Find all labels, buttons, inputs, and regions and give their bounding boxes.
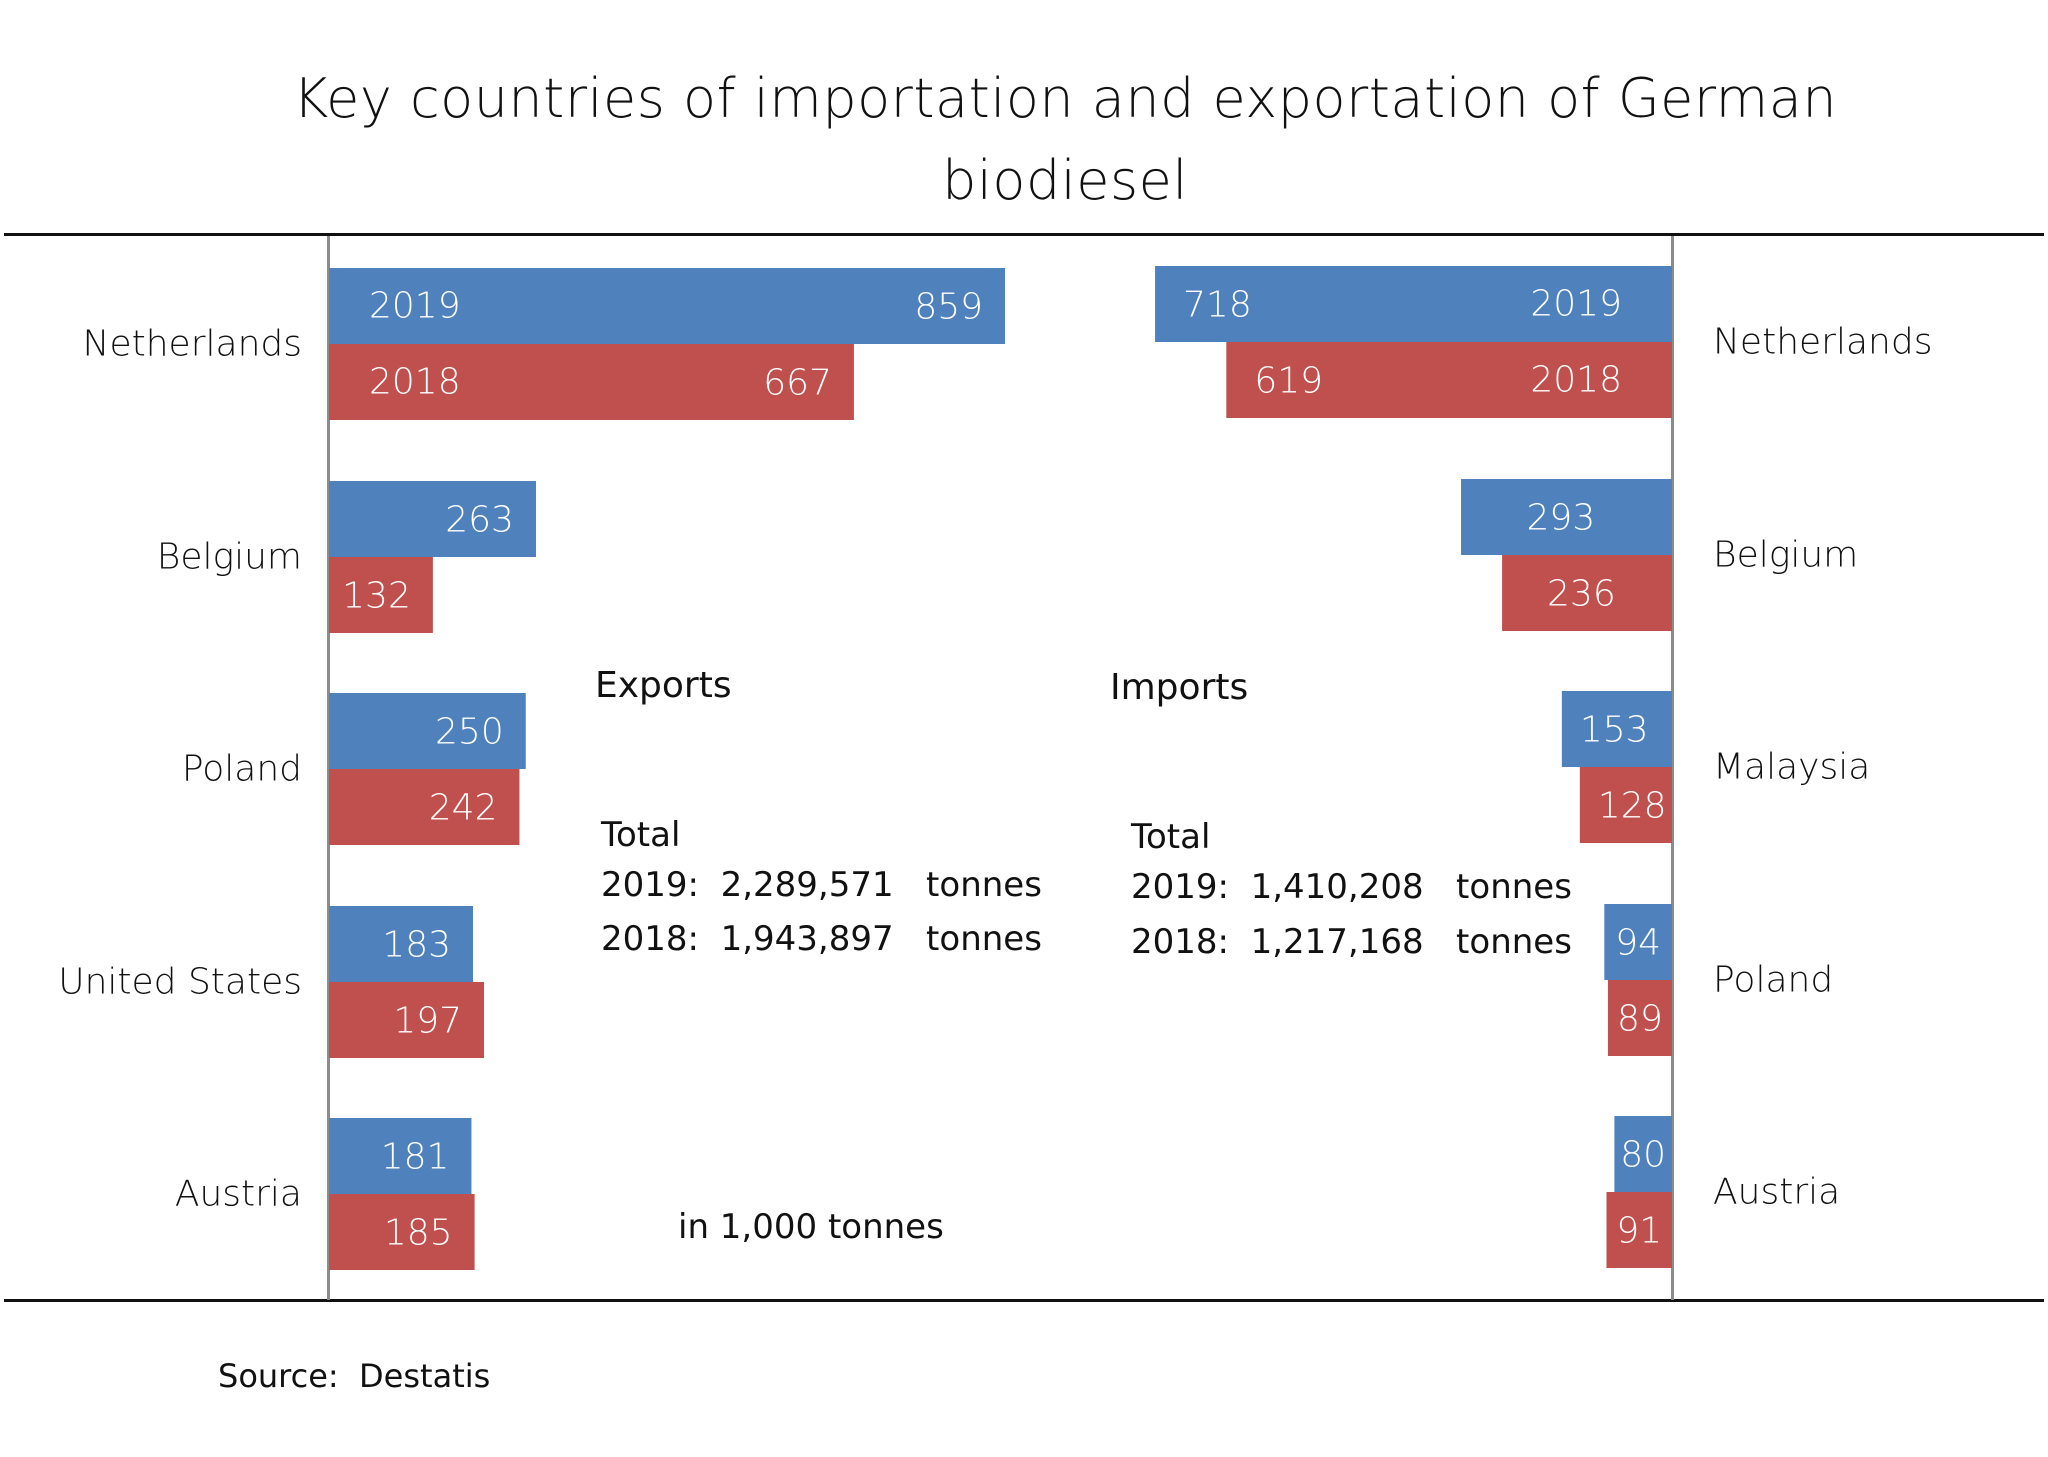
exports-total-2019: 2019: 2,289,571 tonnes xyxy=(601,865,1042,905)
imports-value-label-2019: 293 xyxy=(1527,498,1596,539)
imports-total-heading: Total xyxy=(1131,817,1211,857)
imports-value-label-2018: 91 xyxy=(1616,1211,1662,1252)
exports-value-label-2019: 181 xyxy=(381,1137,450,1178)
source-note: Source: Destatis xyxy=(218,1357,491,1395)
imports-year-label-2019: 2019 xyxy=(1530,284,1622,325)
exports-category-label: Austria xyxy=(175,1174,302,1215)
exports-total-heading: Total xyxy=(601,815,681,855)
imports-category-label: Netherlands xyxy=(1713,322,1932,363)
imports-category-label: Belgium xyxy=(1713,535,1858,576)
exports-bar-2018 xyxy=(329,1194,475,1270)
imports-bar-2018 xyxy=(1502,555,1672,631)
chart-title-line-1: Key countries of importation and exporta… xyxy=(292,67,1838,130)
imports-category-label: Poland xyxy=(1713,960,1833,1001)
exports-value-label-2019: 183 xyxy=(382,925,451,966)
exports-category-label: Poland xyxy=(182,749,302,790)
exports-bar-2018 xyxy=(329,769,520,845)
imports-value-label-2019: 153 xyxy=(1580,710,1649,751)
exports-value-label-2018: 132 xyxy=(342,576,411,617)
imports-label: Imports xyxy=(1110,667,1249,708)
exports-bar-2019 xyxy=(329,1118,472,1194)
exports-value-label-2018: 197 xyxy=(393,1001,462,1042)
imports-value-label-2018: 619 xyxy=(1254,361,1323,402)
exports-bar-2018 xyxy=(329,557,433,633)
exports-year-label-2018: 2018 xyxy=(369,362,461,403)
imports-value-label-2018: 128 xyxy=(1598,786,1667,827)
imports-bar-2019 xyxy=(1614,1116,1672,1192)
bottom-rule xyxy=(4,1299,2044,1302)
imports-bar-2018 xyxy=(1579,767,1672,843)
exports-value-label-2018: 242 xyxy=(429,788,498,829)
exports-bar-2019 xyxy=(329,268,1006,344)
exports-value-label-2018: 185 xyxy=(384,1213,453,1254)
imports-value-label-2018: 236 xyxy=(1547,574,1616,615)
imports-bar-2019 xyxy=(1561,691,1672,767)
imports-year-label-2018: 2018 xyxy=(1530,360,1622,401)
exports-bar-2018 xyxy=(329,982,485,1058)
imports-bar-2019 xyxy=(1461,479,1672,555)
unit-note: in 1,000 tonnes xyxy=(678,1207,944,1247)
imports-total-2018: 2018: 1,217,168 tonnes xyxy=(1131,922,1572,962)
exports-label: Exports xyxy=(595,665,732,706)
exports-bar-2019 xyxy=(329,906,474,982)
exports-total-2018: 2018: 1,943,897 tonnes xyxy=(601,919,1042,959)
imports-bar-2018 xyxy=(1607,980,1672,1056)
imports-total-2019: 2019: 1,410,208 tonnes xyxy=(1131,867,1572,907)
imports-value-label-2019: 80 xyxy=(1620,1135,1666,1176)
imports-axis xyxy=(1671,236,1674,1300)
exports-category-label: United States xyxy=(58,962,302,1003)
imports-value-label-2019: 94 xyxy=(1615,923,1661,964)
exports-value-label-2018: 667 xyxy=(763,363,832,404)
exports-bar-2019 xyxy=(329,693,526,769)
exports-value-label-2019: 859 xyxy=(914,287,983,328)
exports-value-label-2019: 250 xyxy=(435,712,504,753)
imports-value-label-2018: 89 xyxy=(1617,999,1663,1040)
top-rule xyxy=(4,233,2044,236)
exports-value-label-2019: 263 xyxy=(445,500,514,541)
exports-bar-2019 xyxy=(329,481,536,557)
exports-year-label-2019: 2019 xyxy=(369,286,461,327)
imports-value-label-2019: 718 xyxy=(1183,285,1252,326)
imports-bar-2019 xyxy=(1155,266,1672,342)
exports-bar-2018 xyxy=(329,344,854,420)
exports-category-label: Netherlands xyxy=(83,324,302,365)
exports-category-label: Belgium xyxy=(157,537,302,578)
imports-bar-2019 xyxy=(1604,904,1672,980)
imports-category-label: Malaysia xyxy=(1713,747,1870,788)
imports-bar-2018 xyxy=(1226,342,1672,418)
imports-category-label: Austria xyxy=(1713,1172,1840,1213)
imports-bar-2018 xyxy=(1606,1192,1672,1268)
exports-axis xyxy=(327,236,330,1300)
chart-title-line-2: biodiesel xyxy=(942,149,1188,212)
